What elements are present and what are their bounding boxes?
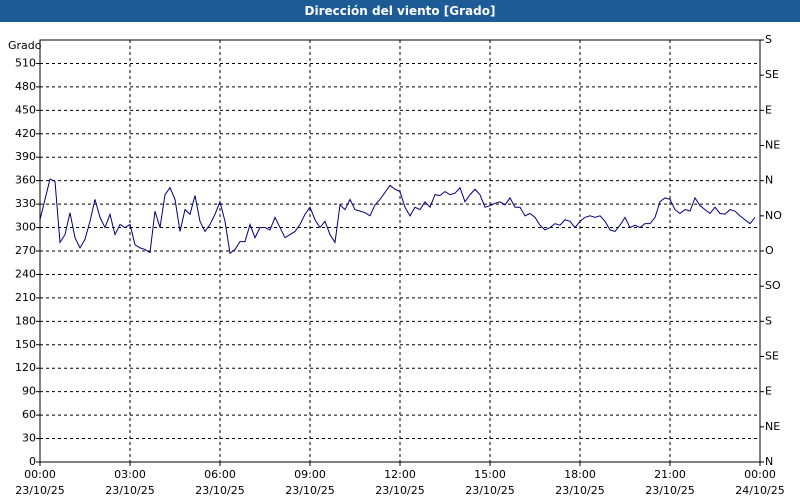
y-tick-label: 420 — [15, 127, 36, 140]
y2-tick-label: SO — [765, 279, 781, 292]
y-tick-label: 210 — [15, 291, 36, 304]
x-tick-date: 24/10/25 — [735, 484, 784, 497]
x-tick-label: 15:00 — [474, 468, 506, 481]
x-tick-date: 23/10/25 — [105, 484, 154, 497]
y-tick-label: 510 — [15, 56, 36, 69]
y-tick-label: 270 — [15, 244, 36, 257]
x-tick-date: 23/10/25 — [15, 484, 64, 497]
x-tick-label: 03:00 — [114, 468, 146, 481]
x-tick-label: 12:00 — [384, 468, 416, 481]
y-tick-label: 60 — [22, 408, 36, 421]
x-tick-date: 23/10/25 — [555, 484, 604, 497]
x-tick-date: 23/10/25 — [375, 484, 424, 497]
y2-tick-label: NO — [765, 209, 782, 222]
y2-tick-label: NE — [765, 139, 780, 152]
y-tick-label: 330 — [15, 197, 36, 210]
y-tick-label: 120 — [15, 361, 36, 374]
data-line — [39, 178, 756, 255]
y2-tick-label: NE — [765, 420, 780, 433]
y-axis-label: Grado — [8, 39, 42, 52]
x-tick-date: 23/10/25 — [195, 484, 244, 497]
y-tick-label: 240 — [15, 267, 36, 280]
y-tick-label: 390 — [15, 150, 36, 163]
y-tick-label: 480 — [15, 80, 36, 93]
y-tick-label: 180 — [15, 314, 36, 327]
y-tick-label: 150 — [15, 338, 36, 351]
y-tick-label: 300 — [15, 221, 36, 234]
y2-tick-label: O — [765, 244, 774, 257]
y-tick-label: 450 — [15, 103, 36, 116]
x-tick-date: 23/10/25 — [285, 484, 334, 497]
y-tick-label: 30 — [22, 432, 36, 445]
y2-tick-label: S — [765, 33, 772, 46]
x-tick-label: 18:00 — [564, 468, 596, 481]
x-tick-label: 09:00 — [294, 468, 326, 481]
x-tick-label: 00:00 — [744, 468, 776, 481]
x-tick-label: 00:00 — [24, 468, 56, 481]
x-tick-date: 23/10/25 — [645, 484, 694, 497]
y-tick-label: 0 — [29, 455, 36, 468]
y2-tick-label: N — [765, 174, 773, 187]
y2-tick-label: SE — [765, 350, 779, 363]
y2-tick-label: E — [765, 385, 772, 398]
y2-tick-label: E — [765, 103, 772, 116]
x-tick-label: 06:00 — [204, 468, 236, 481]
x-tick-label: 21:00 — [654, 468, 686, 481]
y2-tick-label: S — [765, 314, 772, 327]
y-tick-label: 360 — [15, 174, 36, 187]
y-tick-label: 90 — [22, 385, 36, 398]
window-title: Dirección del viento [Grado] — [0, 0, 800, 22]
x-tick-date: 23/10/25 — [465, 484, 514, 497]
y2-tick-label: SE — [765, 68, 779, 81]
y2-tick-label: N — [765, 455, 773, 468]
